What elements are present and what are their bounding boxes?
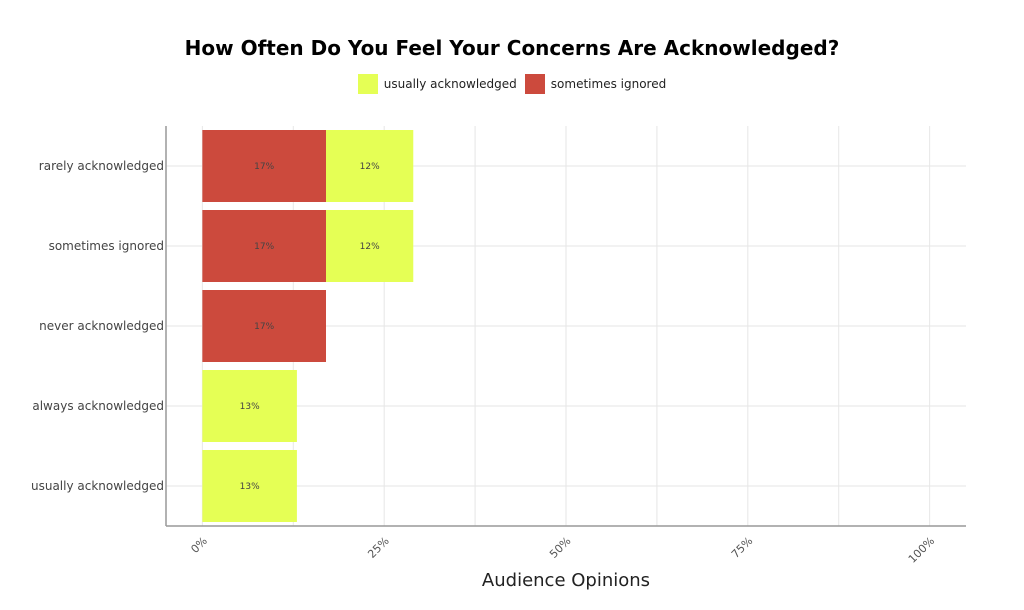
- y-tick-label: sometimes ignored: [49, 239, 164, 253]
- legend: usually acknowledged sometimes ignored: [0, 74, 1024, 94]
- x-tick-label: 100%: [906, 534, 937, 565]
- bar: [202, 290, 326, 362]
- x-tick-label: 50%: [547, 534, 573, 560]
- bar-value-label: 13%: [240, 482, 260, 492]
- legend-label-sometimes-ignored: sometimes ignored: [550, 77, 667, 91]
- bar-value-label: 17%: [254, 322, 274, 332]
- bar-value-label: 17%: [254, 242, 274, 252]
- legend-swatch-usually-acknowledged: [357, 74, 378, 94]
- legend-item-usually-acknowledged: usually acknowledged: [357, 74, 517, 94]
- y-tick-label: rarely acknowledged: [39, 159, 164, 173]
- bar: [326, 210, 414, 282]
- bar: [202, 130, 326, 202]
- legend-swatch-sometimes-ignored: [524, 74, 545, 94]
- bar: [326, 130, 414, 202]
- bar: [202, 450, 297, 522]
- x-tick-label: 25%: [365, 534, 391, 560]
- y-tick-label: usually acknowledged: [31, 479, 164, 493]
- bar-value-label: 13%: [240, 402, 260, 412]
- bar-value-label: 17%: [254, 162, 274, 172]
- y-tick-label: always acknowledged: [32, 399, 164, 413]
- legend-item-sometimes-ignored: sometimes ignored: [524, 74, 667, 94]
- x-tick-label: 75%: [729, 534, 755, 560]
- x-axis-label: Audience Opinions: [481, 570, 651, 591]
- chart-title: How Often Do You Feel Your Concerns Are …: [184, 36, 840, 60]
- bar-value-label: 12%: [360, 242, 380, 252]
- bar: [202, 210, 326, 282]
- bar: [202, 370, 297, 442]
- x-tick-label: 0%: [188, 534, 210, 556]
- y-tick-label: never acknowledged: [39, 319, 164, 333]
- legend-label-usually-acknowledged: usually acknowledged: [383, 77, 517, 91]
- bar-value-label: 12%: [360, 162, 380, 172]
